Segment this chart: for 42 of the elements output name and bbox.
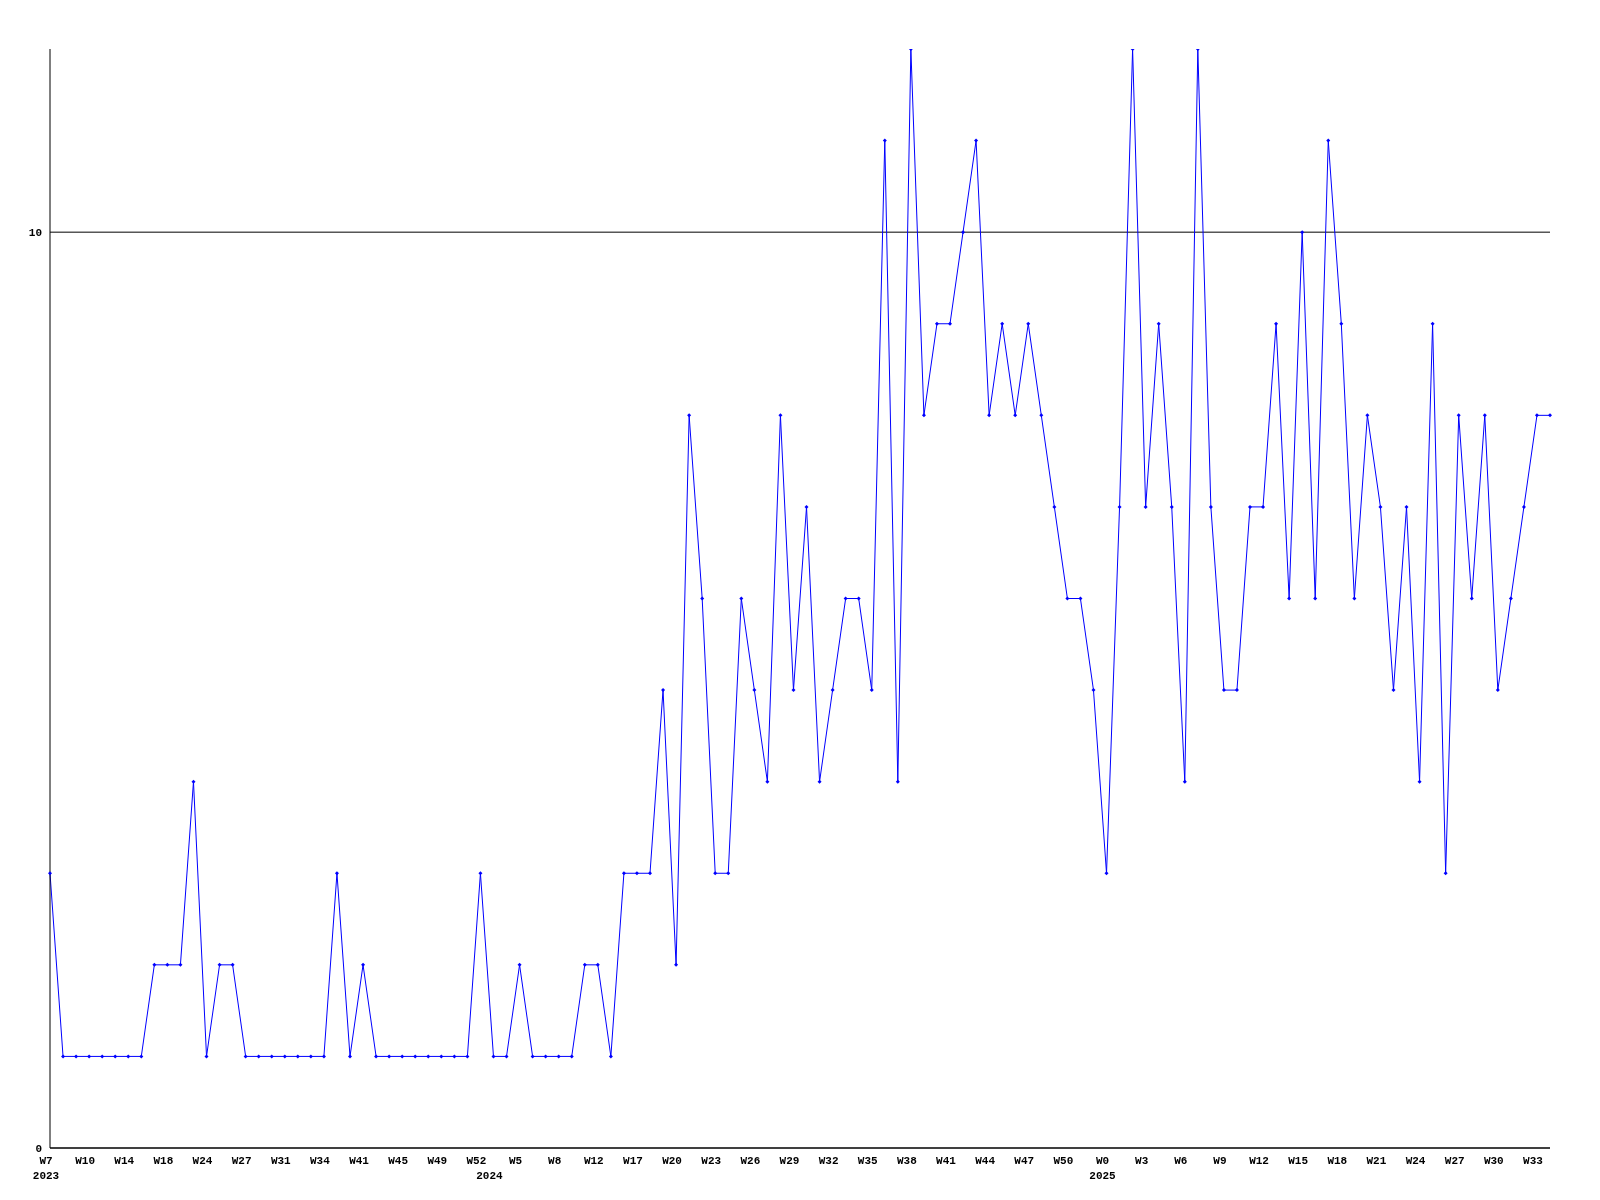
x-tick-label: W9	[1213, 1155, 1227, 1167]
x-tick-label: W7 2023	[32, 1155, 60, 1182]
x-tick-label: W44	[975, 1155, 996, 1167]
y-tick-label: 0	[35, 1142, 42, 1155]
x-tick-label: W34	[310, 1155, 331, 1167]
x-tick-label: W12	[1249, 1155, 1269, 1167]
x-tick-label: W5	[508, 1155, 523, 1167]
x-tick-label: W33	[1523, 1155, 1544, 1167]
x-tick-label: W14	[114, 1155, 135, 1167]
x-tick-label: W45	[388, 1155, 409, 1167]
x-tick-label: W15	[1288, 1155, 1309, 1167]
x-tick-label: W21	[1366, 1155, 1387, 1167]
x-tick-label: W30	[1483, 1155, 1504, 1167]
x-tick-label: W20	[662, 1155, 682, 1167]
x-tick-label: W52	[466, 1155, 487, 1167]
x-tick-label: W31	[270, 1155, 292, 1167]
x-tick-label: W50	[1053, 1155, 1074, 1167]
x-tick-label: W10	[75, 1155, 96, 1167]
x-tick-label: W27	[1444, 1155, 1465, 1167]
x-tick-label: W35	[857, 1155, 879, 1167]
x-tick-label: W24	[192, 1155, 213, 1167]
x-tick-label: W49	[427, 1155, 448, 1167]
x-tick-label: W18	[1327, 1155, 1348, 1167]
x-tick-label: W8	[548, 1155, 562, 1167]
x-tick-label: W26	[740, 1155, 761, 1167]
x-tick-label: W47	[1014, 1155, 1035, 1167]
x-tick-label: W38	[896, 1155, 918, 1167]
x-tick-label: W24	[1405, 1155, 1426, 1167]
x-tick-label: W18	[153, 1155, 174, 1167]
x-tick-label: W3	[1135, 1155, 1149, 1167]
x-tick-label: W29	[779, 1155, 800, 1167]
x-tick-label: 2024	[476, 1170, 504, 1182]
x-tick-label: W32	[818, 1155, 839, 1167]
x-tick-label: W41	[936, 1155, 957, 1167]
x-tick-label: W23	[701, 1155, 722, 1167]
x-tick-label: W12	[583, 1155, 604, 1167]
x-tick-label: W41	[349, 1155, 370, 1167]
x-tick-label: W27	[231, 1155, 252, 1167]
x-tick-label: W17	[623, 1155, 643, 1167]
x-tick-label: W6	[1174, 1155, 1188, 1167]
y-tick-label: 10	[28, 227, 42, 240]
x-tick-label: W0 2025	[1089, 1155, 1117, 1182]
